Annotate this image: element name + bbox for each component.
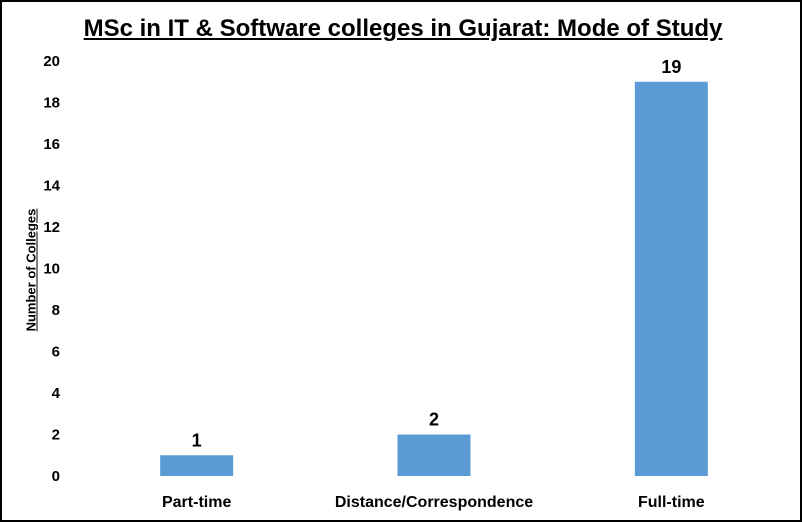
y-tick-label: 12 — [43, 219, 60, 236]
x-category-label: Distance/Correspondence — [335, 494, 533, 511]
y-tick-label: 2 — [52, 427, 60, 444]
data-label: 19 — [661, 57, 681, 77]
chart-title: MSc in IT & Software colleges in Gujarat… — [83, 15, 723, 42]
y-tick-label: 16 — [43, 136, 60, 153]
bar — [397, 434, 471, 476]
bar — [160, 455, 234, 476]
y-tick-label: 0 — [52, 468, 60, 485]
y-tick-label: 4 — [52, 385, 61, 402]
y-tick-label: 14 — [43, 178, 60, 195]
data-label: 2 — [429, 410, 439, 430]
data-label: 1 — [192, 430, 202, 450]
y-tick-label: 18 — [43, 95, 60, 112]
y-tick-label: 6 — [52, 344, 60, 361]
x-category-label: Full-time — [638, 494, 705, 511]
x-category-label: Part-time — [162, 494, 231, 511]
y-tick-label: 20 — [43, 53, 60, 70]
y-tick-label: 8 — [52, 302, 60, 319]
bar — [634, 81, 708, 476]
y-tick-label: 10 — [43, 261, 60, 278]
